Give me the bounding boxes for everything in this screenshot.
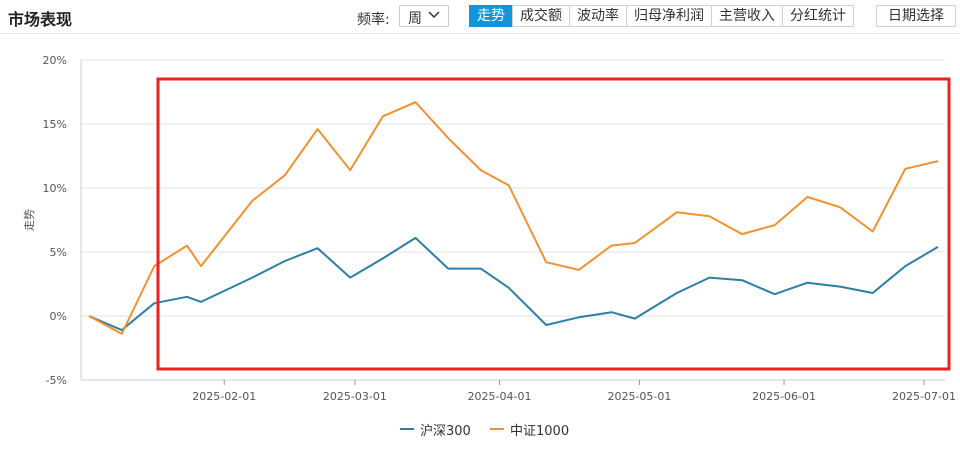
y-tick-label: 15%: [43, 118, 67, 131]
tab-net-profit[interactable]: 归母净利润: [626, 5, 712, 27]
tab-revenue[interactable]: 主营收入: [711, 5, 783, 27]
tab-turnover[interactable]: 成交额: [512, 5, 570, 27]
frequency-select[interactable]: 周: [399, 5, 449, 27]
y-axis-label: 走势: [23, 209, 36, 231]
legend-swatch: [490, 428, 504, 430]
legend-label: 中证1000: [510, 424, 570, 439]
date-select-button[interactable]: 日期选择: [876, 5, 956, 27]
tab-volatility[interactable]: 波动率: [569, 5, 627, 27]
x-tick-label: 2025-05-01: [607, 390, 671, 403]
x-tick-label: 2025-07-01: [892, 390, 956, 403]
y-tick-label: -5%: [46, 374, 67, 387]
series-line-1: [88, 236, 939, 332]
x-tick-label: 2025-02-01: [192, 390, 256, 403]
x-tick-label: 2025-04-01: [468, 390, 532, 403]
chevron-down-icon: [428, 11, 440, 19]
y-tick-label: 10%: [43, 182, 67, 195]
tab-dividend[interactable]: 分红统计: [782, 5, 854, 27]
y-tick-label: 20%: [43, 54, 67, 67]
series-line-2: [88, 101, 939, 335]
x-tick-label: 2025-03-01: [323, 390, 387, 403]
y-tick-label: 0%: [50, 310, 67, 323]
frequency-value: 周: [408, 11, 422, 27]
legend-label: 沪深300: [420, 424, 471, 439]
line-chart: -5% 0% 5% 10% 15% 20% 2025-02-01 2025-03-01 2025…: [23, 54, 956, 403]
x-tick-label: 2025-06-01: [752, 390, 816, 403]
y-tick-label: 5%: [50, 246, 67, 259]
legend-swatch: [400, 428, 414, 430]
header-divider: [0, 33, 960, 34]
chart-legend: 沪深300 中证1000: [0, 420, 960, 440]
frequency-label: 频率:: [357, 12, 390, 28]
page-title: 市场表现: [8, 10, 73, 29]
highlight-box: [156, 77, 951, 371]
metric-tabs: 走势 成交额 波动率 归母净利润 主营收入 分红统计: [469, 5, 854, 27]
